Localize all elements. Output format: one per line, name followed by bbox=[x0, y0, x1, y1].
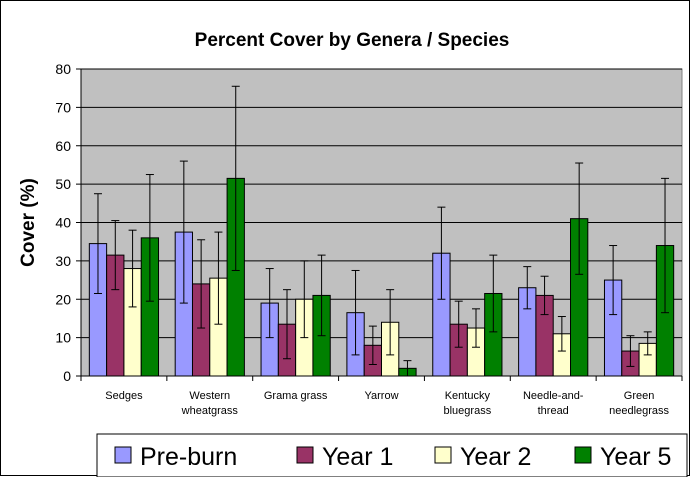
y-tick-label: 30 bbox=[55, 253, 71, 269]
error-bars bbox=[93, 85, 670, 377]
legend-swatch bbox=[114, 446, 132, 464]
x-tick-label: Sedges bbox=[105, 390, 143, 402]
y-tick-label: 50 bbox=[55, 176, 71, 192]
legend: Pre-burn Year 1 Year 2 Year 5 bbox=[96, 433, 688, 477]
legend-swatch bbox=[574, 446, 592, 464]
y-tick-label: 0 bbox=[63, 368, 71, 384]
legend-label: Pre-burn bbox=[140, 443, 237, 471]
y-tick-label: 10 bbox=[55, 330, 71, 346]
x-tick-label: Kentucky bluegrass bbox=[444, 390, 492, 417]
x-tick-label: Grama grass bbox=[264, 390, 328, 402]
x-tick-label: Green needlegrass bbox=[609, 390, 669, 417]
legend-label: Year 1 bbox=[322, 443, 393, 471]
x-tick-label: Needle-and-thread bbox=[523, 390, 584, 417]
legend-label: Year 5 bbox=[600, 443, 671, 471]
y-tick-label: 80 bbox=[55, 61, 71, 77]
y-tick-label: 40 bbox=[55, 215, 71, 231]
legend-swatch bbox=[296, 446, 314, 464]
legend-label: Year 2 bbox=[460, 443, 531, 471]
chart-title: Percent Cover by Genera / Species bbox=[195, 30, 510, 51]
y-tick-label: 60 bbox=[55, 138, 71, 154]
legend-swatch bbox=[434, 446, 452, 464]
y-axis-label: Cover (%) bbox=[18, 178, 39, 267]
x-tick-label: Western wheatgrass bbox=[181, 390, 239, 417]
y-tick-label: 20 bbox=[55, 291, 71, 307]
x-tick-label: Yarrow bbox=[364, 390, 398, 402]
y-tick-label: 70 bbox=[55, 99, 71, 115]
